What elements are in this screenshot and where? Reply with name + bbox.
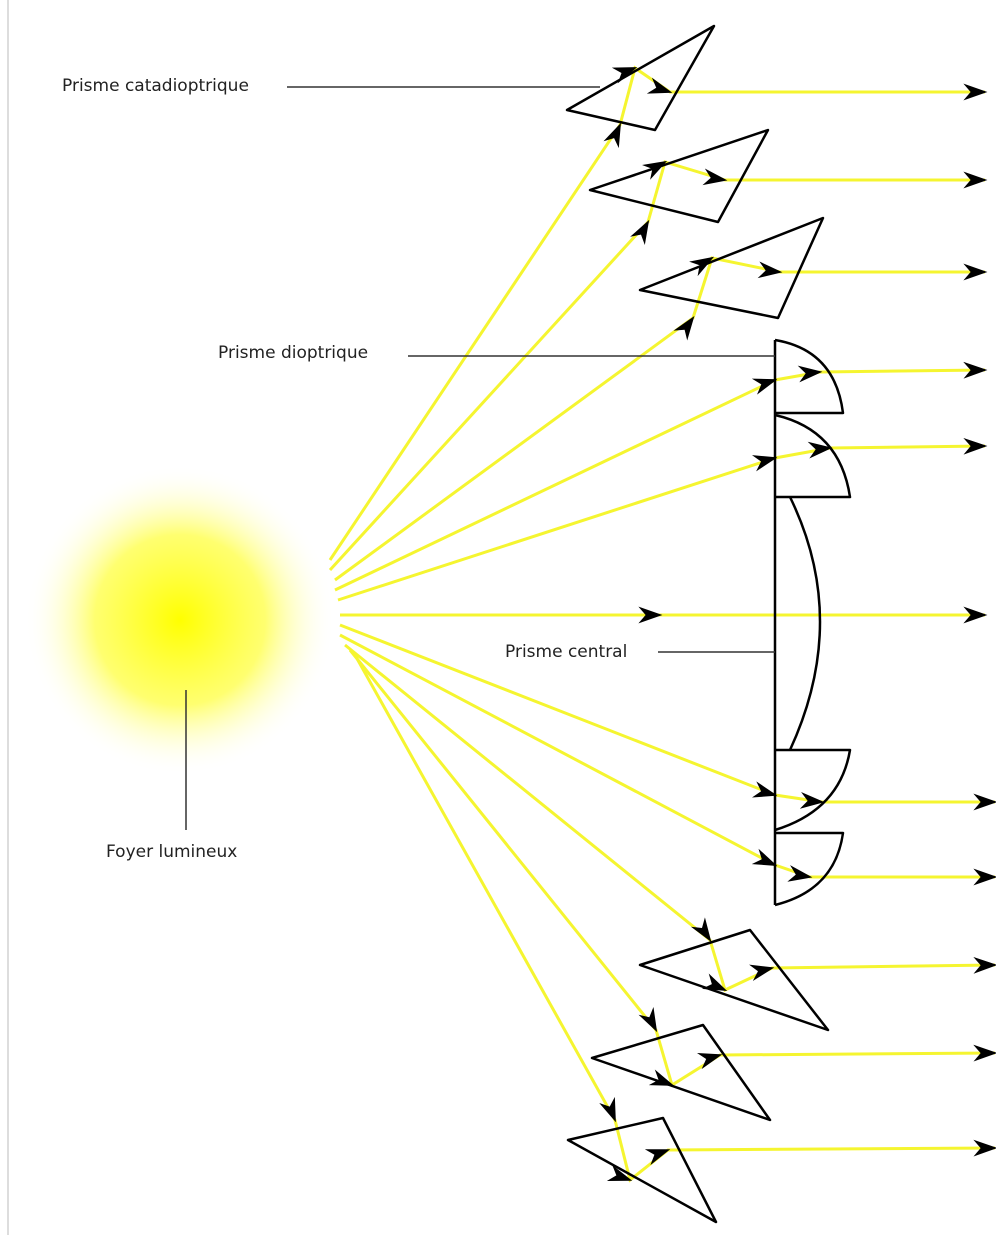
catadioptric-prism bbox=[565, 24, 716, 132]
label: Prisme dioptrique bbox=[218, 343, 368, 363]
ray bbox=[339, 623, 996, 811]
rays bbox=[328, 65, 996, 1183]
ray bbox=[334, 361, 988, 592]
ray bbox=[353, 654, 996, 1183]
catadioptric-prism bbox=[590, 1023, 772, 1122]
ray bbox=[337, 437, 988, 602]
central-prism bbox=[788, 496, 822, 751]
catadioptric-prism bbox=[588, 128, 770, 224]
dioptric-prism bbox=[774, 748, 852, 832]
ray bbox=[344, 643, 996, 993]
ray bbox=[348, 649, 996, 1088]
label: Prisme catadioptrique bbox=[62, 76, 249, 96]
catadioptric-prism bbox=[638, 928, 830, 1032]
ray bbox=[334, 256, 988, 582]
ray bbox=[328, 160, 988, 572]
dioptric-prism bbox=[774, 831, 845, 907]
label: Prisme central bbox=[505, 642, 627, 662]
prisms bbox=[565, 24, 852, 1224]
ray bbox=[328, 65, 988, 561]
ray bbox=[339, 633, 996, 886]
catadioptric-prism bbox=[638, 216, 825, 320]
light-source bbox=[25, 465, 335, 775]
label: Foyer lumineux bbox=[106, 842, 237, 862]
dioptric-prism bbox=[774, 413, 852, 499]
catadioptric-prism bbox=[566, 1116, 718, 1224]
dioptric-prism bbox=[774, 338, 845, 415]
